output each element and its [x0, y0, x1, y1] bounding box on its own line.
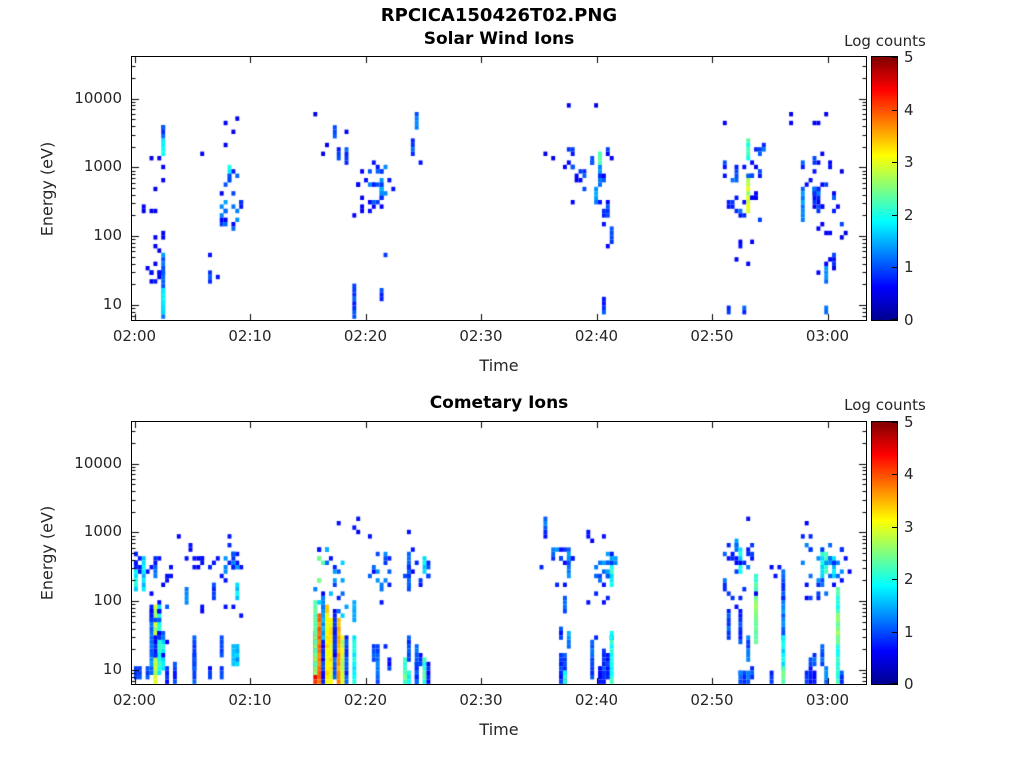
x-tick-label: 02:20 — [343, 327, 388, 345]
panel-title-solar-wind-ions: Solar Wind Ions — [423, 29, 575, 49]
spectrogram-plot-solar-wind — [131, 56, 867, 321]
colorbar-tick-label: 4 — [904, 100, 914, 119]
colorbar-tick-mark — [892, 319, 897, 320]
x-axis-label-bottom: Time — [479, 720, 519, 739]
colorbar-title-bottom: Log counts — [844, 396, 926, 414]
colorbar-tick-mark — [892, 267, 897, 269]
x-axis-label-top: Time — [479, 356, 519, 375]
panel-title-cometary-ions: Cometary Ions — [429, 393, 569, 413]
x-tick-label: 02:40 — [574, 691, 619, 709]
x-tick-label: 02:10 — [228, 327, 272, 345]
colorbar-title-top: Log counts — [844, 32, 926, 50]
x-tick-label: 03:00 — [805, 327, 850, 345]
colorbar-tick-mark — [892, 474, 897, 476]
y-tick-label: 10000 — [74, 453, 122, 472]
colorbar-tick-label: 1 — [904, 258, 914, 277]
y-tick-label: 100 — [93, 226, 122, 245]
y-axis-label-bottom: Energy (eV) — [37, 505, 57, 601]
colorbar-bottom — [871, 421, 898, 685]
colorbar-tick-mark — [892, 683, 897, 684]
colorbar-tick-label: 2 — [904, 205, 914, 224]
colorbar-tick-mark — [892, 631, 897, 633]
x-tick-label: 02:50 — [690, 691, 734, 709]
y-tick-label: 1000 — [83, 522, 122, 541]
colorbar-tick-mark — [892, 579, 897, 581]
colorbar-tick-label: 0 — [904, 311, 914, 329]
x-tick-label: 02:30 — [459, 691, 503, 709]
x-tick-label: 02:00 — [112, 691, 157, 709]
colorbar-tick-label: 2 — [904, 570, 914, 589]
spectrogram-plot-cometary — [131, 421, 867, 685]
x-tick-label: 02:00 — [112, 327, 157, 345]
colorbar-tick-mark — [892, 214, 897, 216]
colorbar-tick-mark — [892, 162, 897, 164]
colorbar-tick-label: 3 — [904, 517, 914, 536]
y-tick-label: 100 — [93, 591, 122, 610]
x-tick-label: 03:00 — [805, 691, 850, 709]
colorbar-tick-label: 1 — [904, 622, 914, 641]
x-tick-label: 02:20 — [343, 691, 388, 709]
colorbar-top — [871, 56, 898, 321]
y-tick-label: 10000 — [74, 88, 122, 107]
x-tick-label: 02:50 — [690, 327, 734, 345]
figure-title: RPCICA150426T02.PNG — [380, 5, 618, 26]
colorbar-tick-label: 3 — [904, 153, 914, 172]
y-tick-label: 10 — [102, 295, 122, 313]
colorbar-tick-mark — [892, 526, 897, 528]
colorbar-tick-label: 0 — [904, 675, 914, 693]
y-axis-label-top: Energy (eV) — [37, 141, 57, 236]
solar-wind-spectrogram-canvas — [132, 57, 866, 320]
colorbar-tick-label: 5 — [904, 413, 914, 431]
colorbar-tick-mark — [892, 422, 897, 423]
x-tick-label: 02:10 — [228, 691, 272, 709]
cometary-spectrogram-canvas — [132, 422, 866, 684]
colorbar-tick-mark — [892, 109, 897, 111]
x-tick-label: 02:40 — [574, 327, 619, 345]
y-tick-label: 1000 — [83, 157, 122, 176]
y-tick-label: 10 — [102, 660, 122, 678]
colorbar-tick-label: 4 — [904, 465, 914, 484]
colorbar-tick-label: 5 — [904, 48, 914, 66]
x-tick-label: 02:30 — [459, 327, 503, 345]
colorbar-tick-mark — [892, 57, 897, 58]
